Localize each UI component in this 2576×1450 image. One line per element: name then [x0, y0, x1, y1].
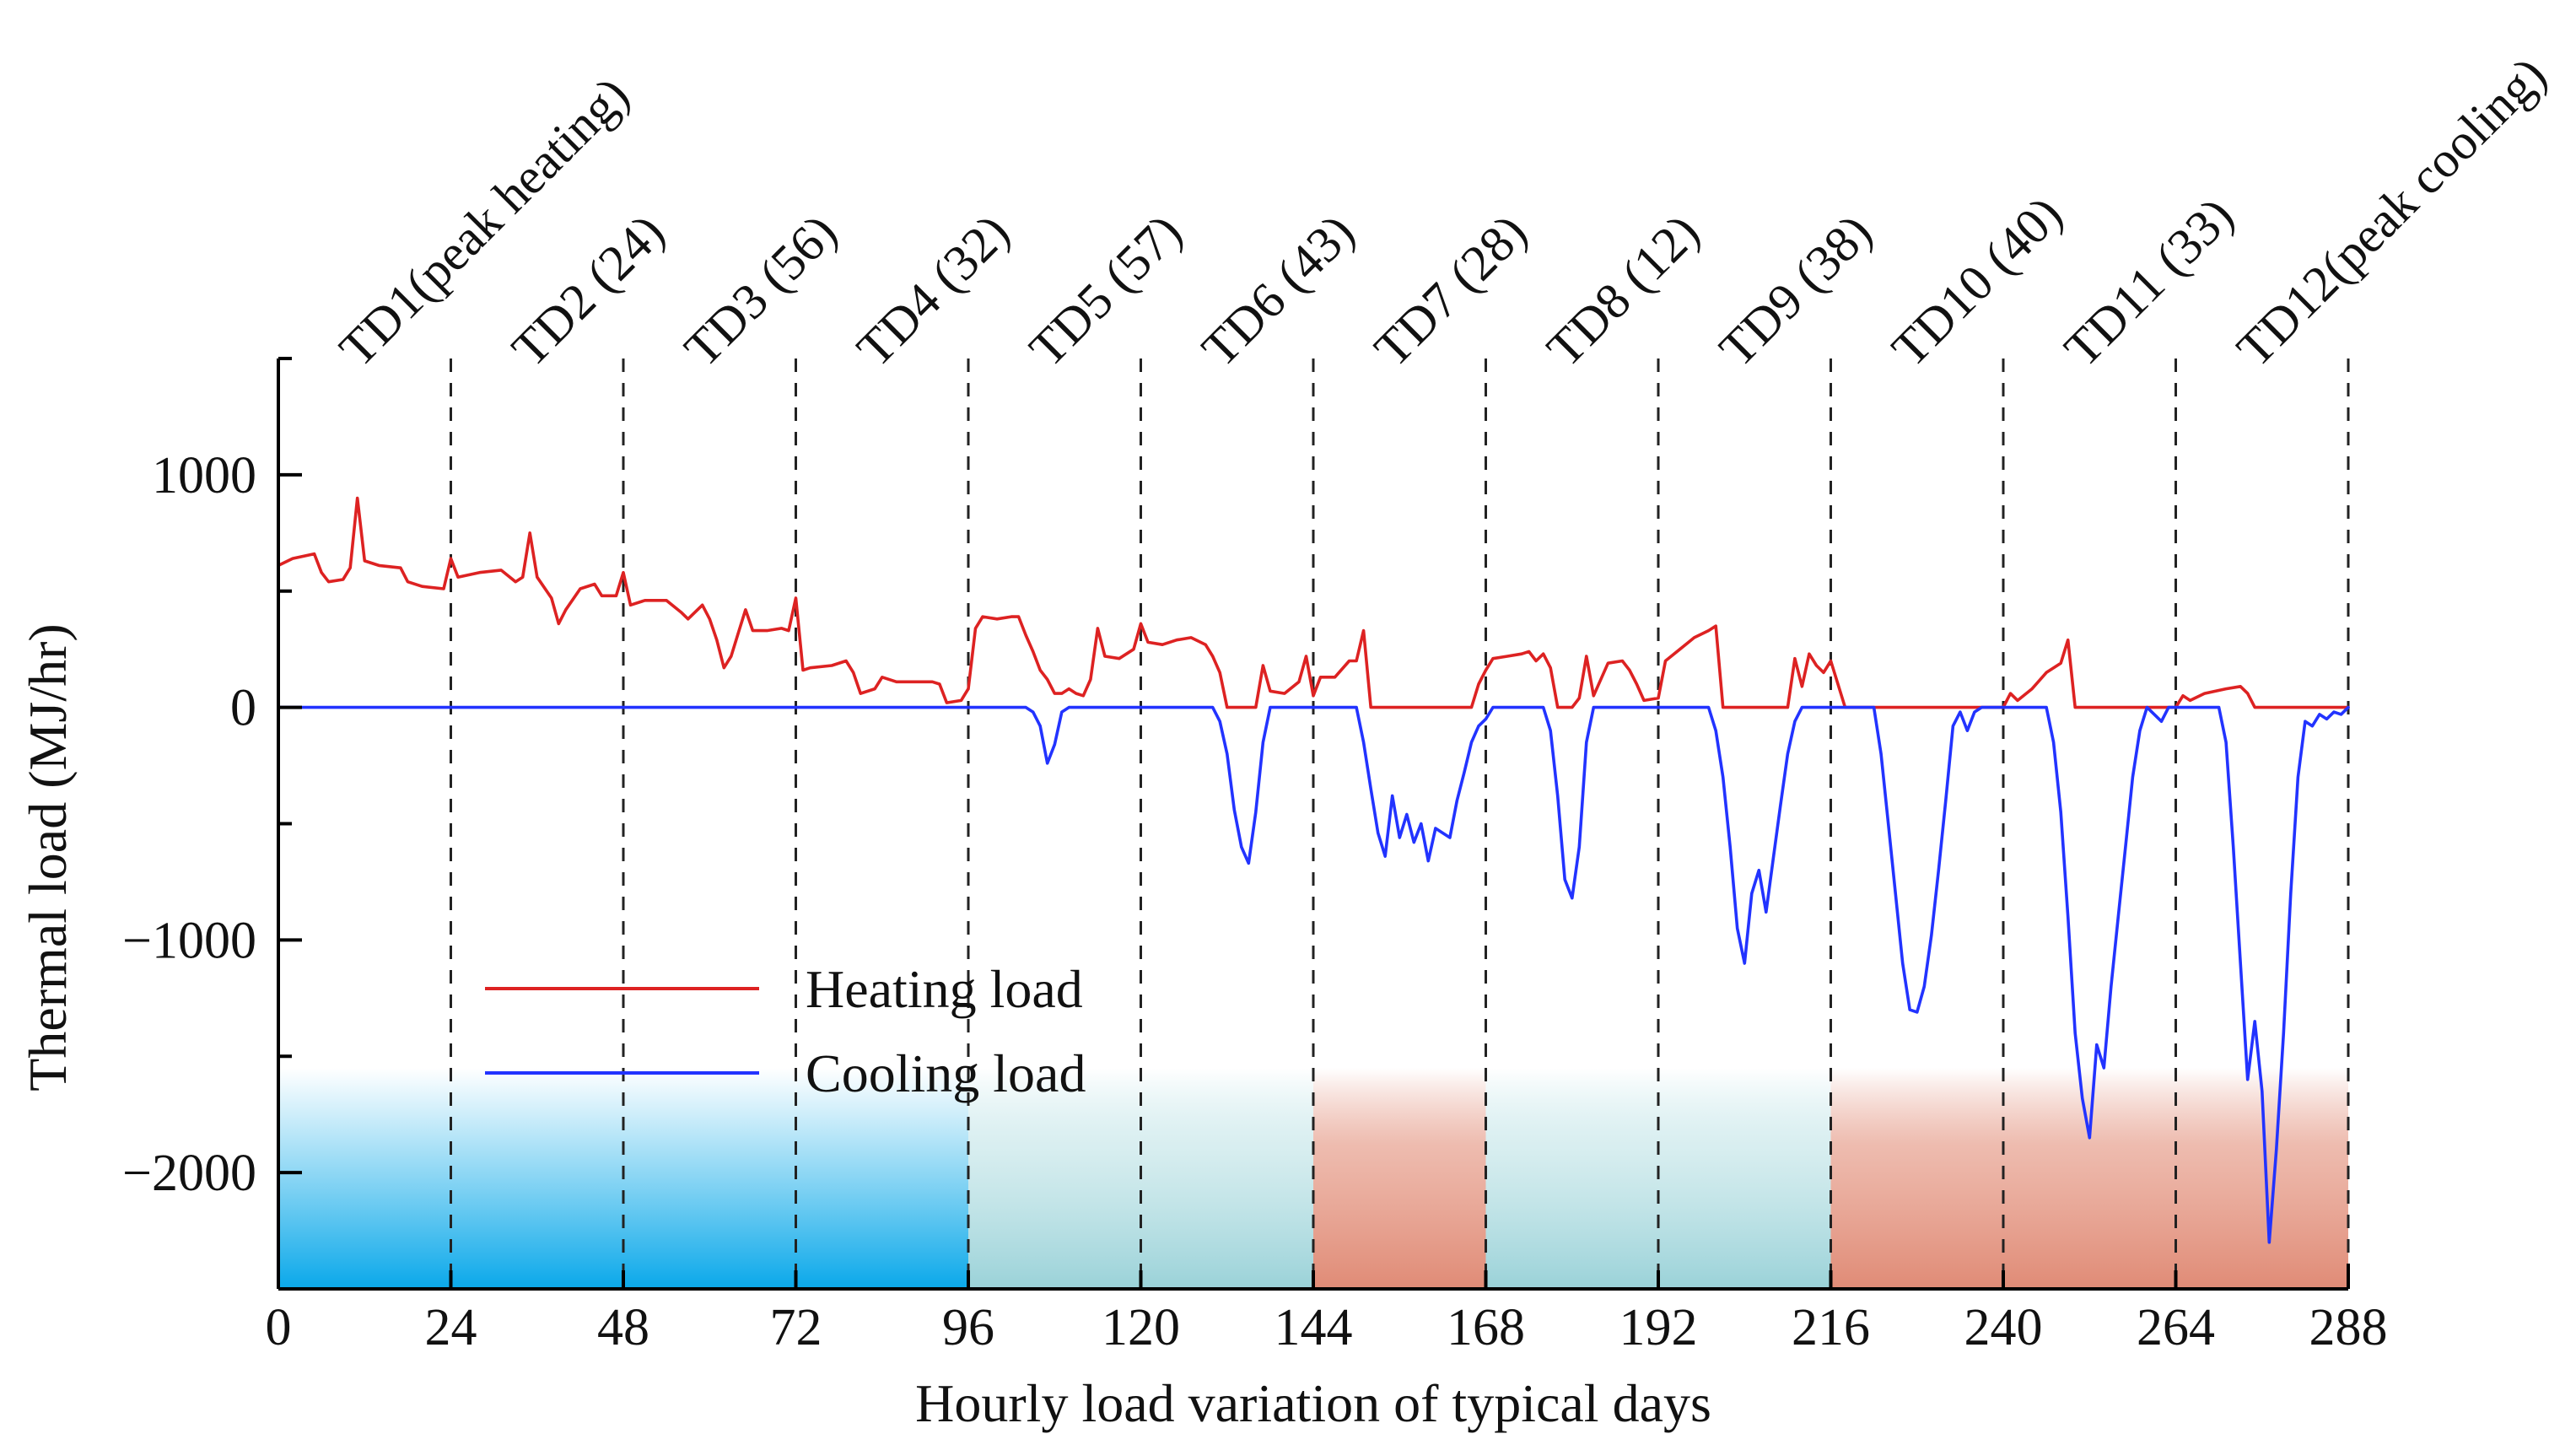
td-label-6: TD6 (43): [1191, 203, 1365, 377]
legend-label-1: Heating load: [806, 959, 1083, 1019]
td-label-3: TD3 (56): [674, 203, 848, 377]
typical-day-labels: TD1(peak heating)TD2 (24)TD3 (56)TD4 (32…: [329, 46, 2557, 377]
x-tick-label: 216: [1792, 1299, 1870, 1356]
y-tick-label: 1000: [152, 447, 256, 504]
y-tick-label: −2000: [122, 1145, 256, 1202]
td-label-4: TD4 (32): [846, 203, 1020, 377]
x-tick-label: 72: [770, 1299, 822, 1356]
x-tick-label: 240: [1964, 1299, 2043, 1356]
legend-label-2: Cooling load: [806, 1043, 1086, 1103]
season-band-cooling-4: [1830, 1068, 2348, 1289]
x-tick-label: 144: [1275, 1299, 1353, 1356]
x-tick-label: 96: [942, 1299, 994, 1356]
x-tick-label: 24: [425, 1299, 477, 1356]
y-tick-label: −1000: [122, 912, 256, 969]
td-label-8: TD8 (12): [1536, 203, 1710, 377]
legend: Heating load Cooling load: [485, 959, 1086, 1103]
td-label-7: TD7 (28): [1364, 203, 1538, 377]
x-tick-label: 0: [266, 1299, 292, 1356]
td-label-12: TD12(peak cooling): [2226, 46, 2557, 377]
td-label-5: TD5 (57): [1019, 203, 1193, 377]
season-band-cooling-2: [1313, 1068, 1486, 1289]
y-tick-label: 0: [230, 680, 256, 737]
day-boundary-lines: [450, 358, 2350, 1289]
td-label-9: TD9 (38): [1709, 203, 1883, 377]
y-axis-title: Thermal load (MJ/hr): [18, 623, 78, 1092]
x-tick-label: 264: [2137, 1299, 2215, 1356]
y-ticks: 1000 0 −1000 −2000: [122, 357, 302, 1291]
x-tick-label: 288: [2309, 1299, 2388, 1356]
x-axis-title: Hourly load variation of typical days: [915, 1373, 1711, 1433]
td-label-11: TD11 (33): [2054, 187, 2244, 377]
x-tick-label: 120: [1102, 1299, 1180, 1356]
series-line-cooling-load: [277, 705, 2350, 1244]
series-line-heating-load: [277, 496, 2350, 709]
series-layer: [277, 496, 2350, 1244]
td-label-2: TD2 (24): [501, 203, 675, 377]
x-tick-label: 168: [1447, 1299, 1525, 1356]
td-label-10: TD10 (40): [1881, 186, 2072, 377]
x-tick-label: 48: [597, 1299, 649, 1356]
x-ticks: 0 24 48 72 96 120 144 168 192 216 240 264 288: [266, 1270, 2388, 1356]
x-tick-label: 192: [1619, 1299, 1698, 1356]
td-label-1: TD1(peak heating): [329, 67, 639, 377]
